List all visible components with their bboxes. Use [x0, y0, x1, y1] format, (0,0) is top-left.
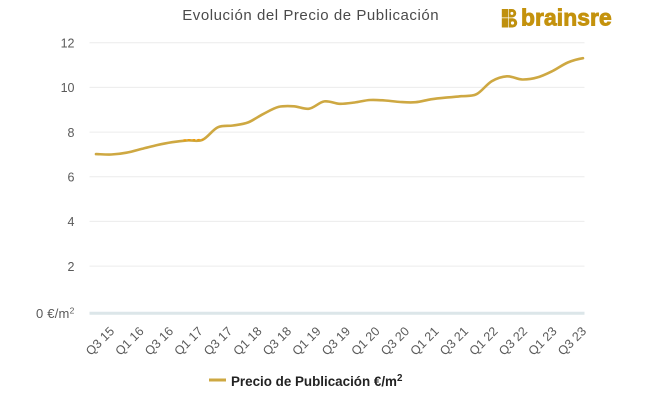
svg-text:Precio de Publicación €/m2: Precio de Publicación €/m2 — [231, 373, 403, 389]
svg-text:12: 12 — [61, 37, 75, 51]
svg-text:Evolución del Precio de Public: Evolución del Precio de Publicación — [182, 7, 439, 24]
svg-text:6: 6 — [68, 171, 75, 185]
svg-text:brainsre: brainsre — [521, 5, 612, 31]
svg-text:2: 2 — [68, 260, 75, 274]
svg-text:0 €/m2: 0 €/m2 — [36, 306, 75, 322]
svg-text:4: 4 — [68, 215, 75, 229]
svg-text:10: 10 — [61, 81, 75, 95]
svg-text:8: 8 — [68, 126, 75, 140]
